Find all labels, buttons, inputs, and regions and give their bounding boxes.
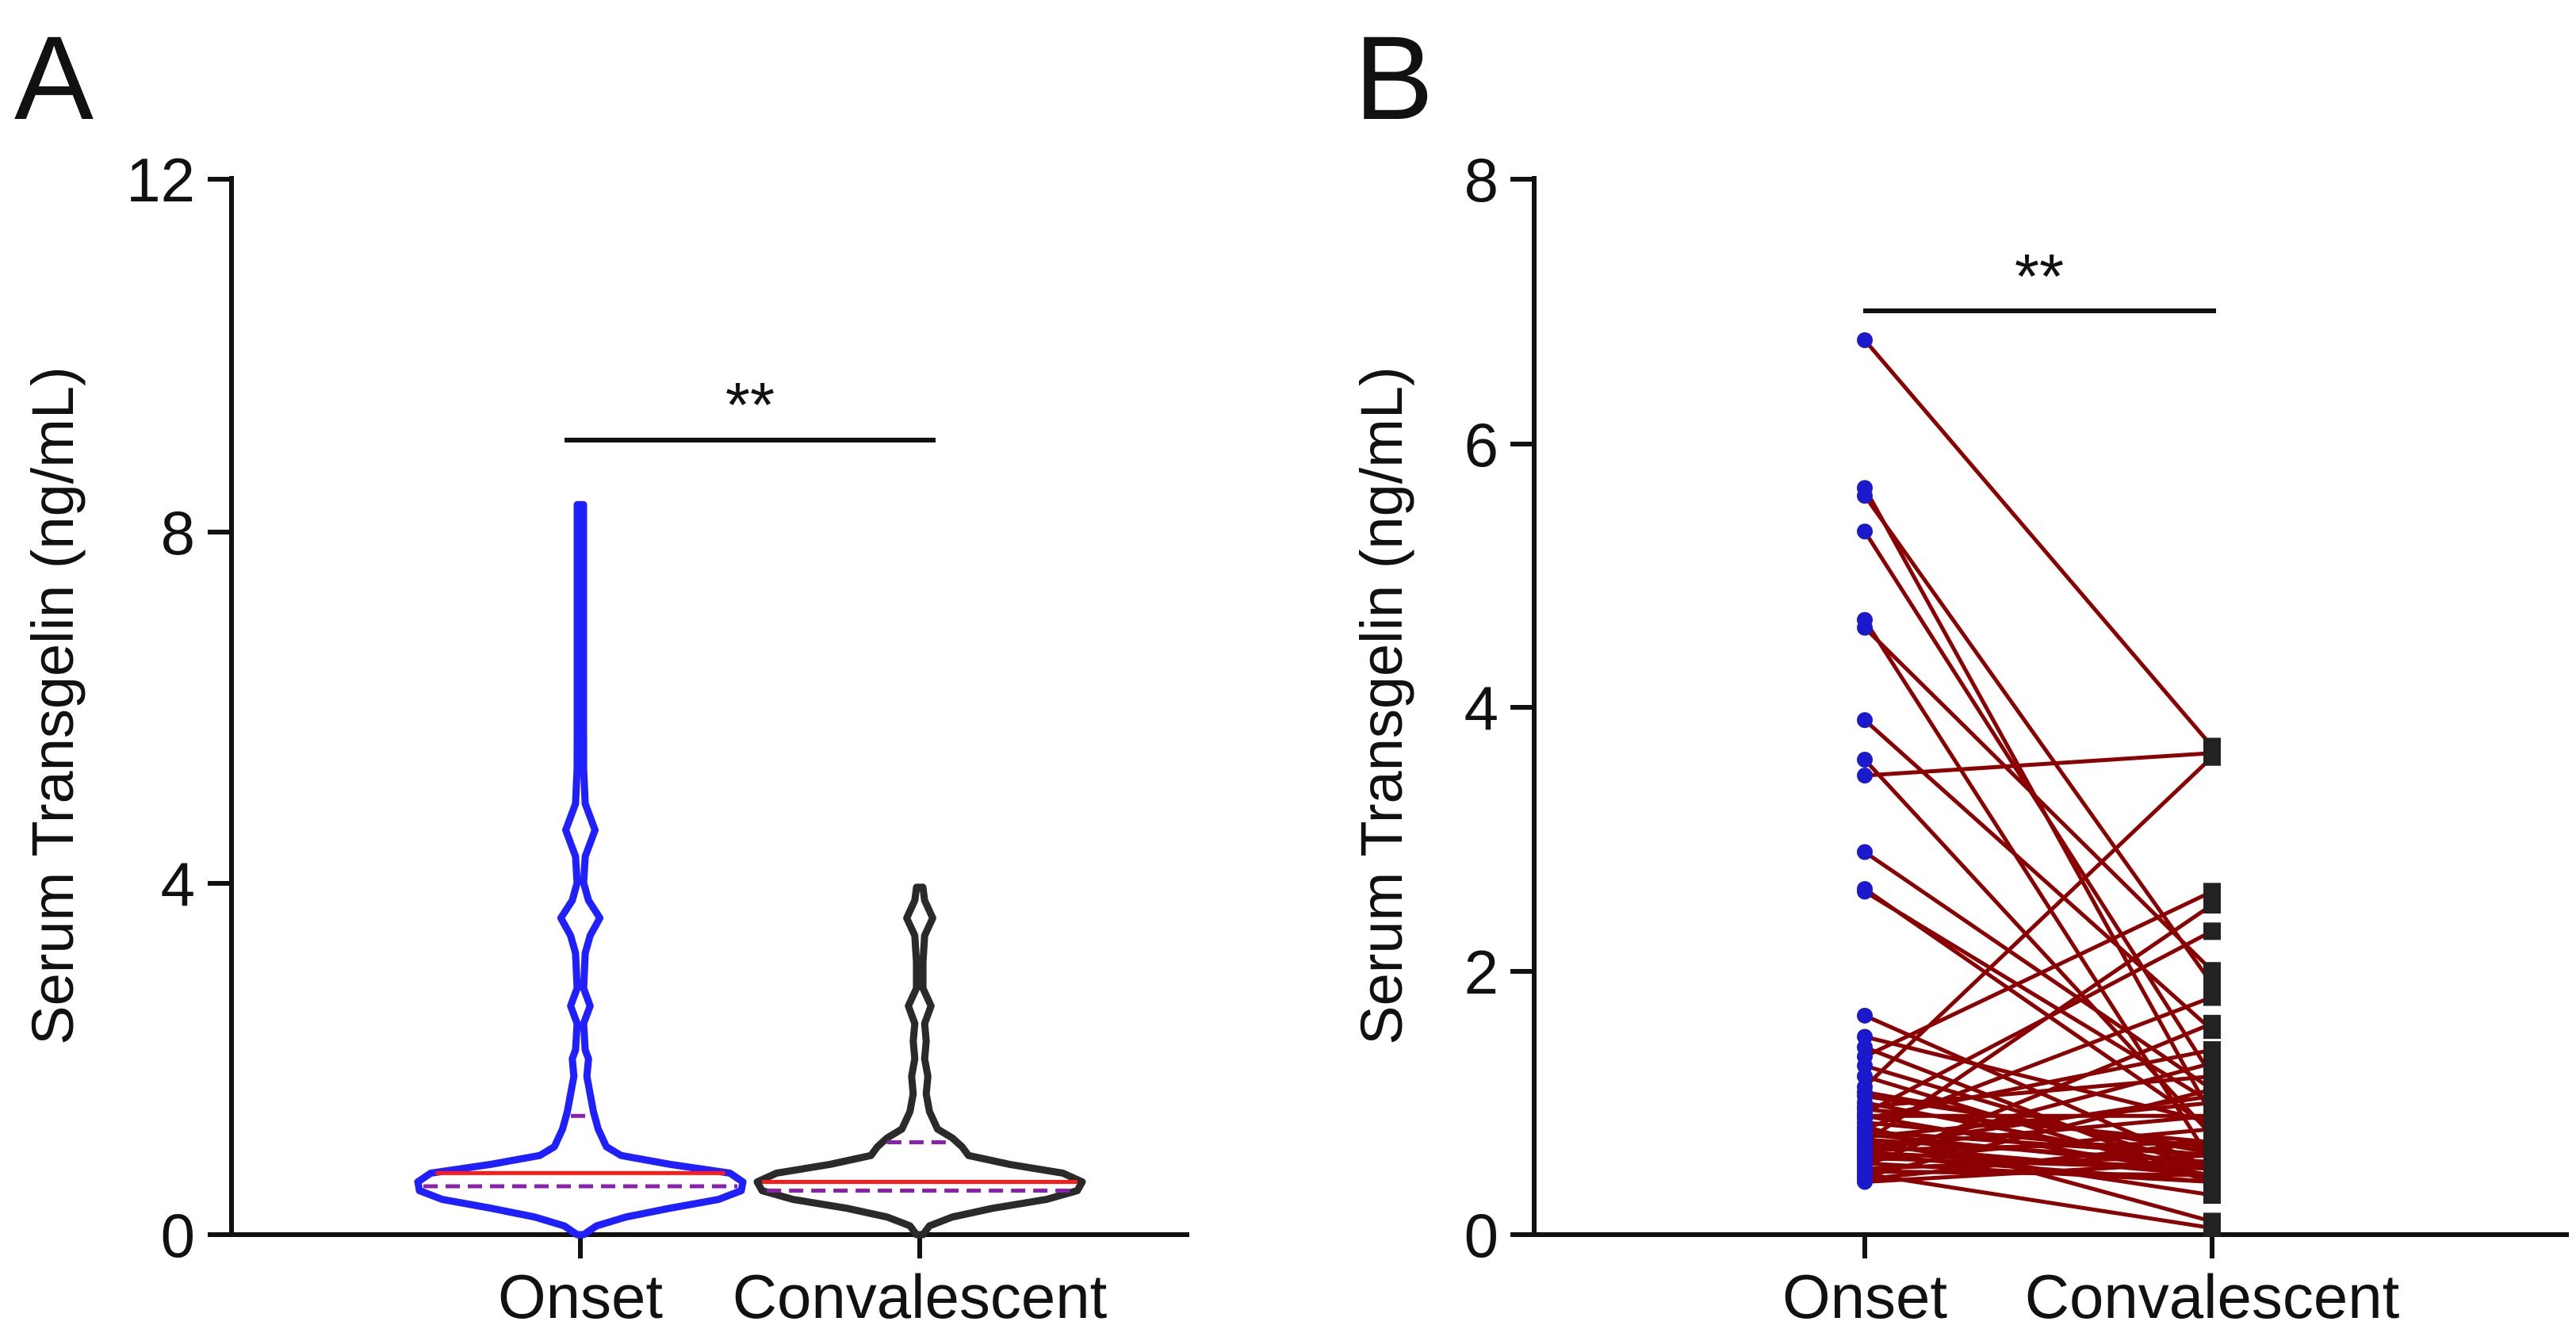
pair-line (1863, 339, 2214, 749)
panel-b-x-axis: Onset Convalescent (1532, 1232, 2569, 1329)
onset-point (1857, 844, 1873, 860)
onset-point (1857, 712, 1873, 729)
convalescent-point (2203, 1173, 2221, 1191)
panel-a-y-tick-label-4: 4 (161, 849, 195, 919)
convalescent-point (2203, 748, 2221, 766)
panel-a-y-axis: 0 4 8 12 Serum Transgelin (ng/mL) (20, 145, 234, 1270)
pair-line (1863, 890, 2214, 1059)
panel-a-y-axis-title: Serum Transgelin (ng/mL) (20, 366, 86, 1044)
pair-line (1863, 758, 2214, 1137)
panel-a-y-tick-label-12: 12 (126, 145, 195, 215)
convalescent-point (2203, 883, 2221, 901)
convalescent-point (2203, 1054, 2221, 1072)
onset-point (1857, 752, 1873, 768)
convalescent-point (2203, 896, 2221, 914)
convalescent-point (2203, 1120, 2221, 1138)
onset-point (1857, 768, 1873, 784)
onset-point (1857, 1108, 1873, 1124)
panel-a-significance: ** (565, 370, 936, 442)
pair-line (1864, 1021, 2213, 1168)
pair-line (1864, 1171, 2213, 1231)
pair-line (1863, 626, 2214, 973)
pair-line (1864, 1140, 2213, 1197)
pair-line (1863, 890, 2214, 1105)
pair-line (1864, 1093, 2213, 1150)
panel-b: B 0 2 4 6 8 Serum Transgelin (ng/mL) Ons… (1349, 11, 2569, 1329)
panel-a: A 0 4 8 12 Serum Transgelin (ng/mL) Onse… (14, 11, 1189, 1329)
onset-point (1857, 523, 1873, 540)
convalescent-point (2203, 962, 2221, 980)
convalescent-point (2203, 975, 2221, 993)
onset-point (1857, 883, 1873, 900)
panel-b-x-label-onset: Onset (1782, 1262, 1947, 1329)
pair-line (1862, 494, 2214, 986)
convalescent-point (2203, 1067, 2221, 1086)
onset-point (1857, 1174, 1873, 1190)
pair-line (1863, 850, 2214, 1092)
pair-line (1863, 718, 2214, 1032)
convalescent-point (2203, 988, 2221, 1006)
panel-a-y-tick-label-0: 0 (161, 1201, 195, 1270)
panel-a-x-label-convalescent: Convalescent (733, 1262, 1108, 1329)
panel-b-pair-lines (1862, 339, 2214, 1231)
violin-convalescent (753, 883, 1086, 1239)
panel-b-significance-label: ** (2015, 241, 2064, 312)
onset-point (1857, 331, 1873, 348)
convalescent-point (2203, 1186, 2221, 1205)
onset-point (1857, 1084, 1873, 1101)
onset-point (1857, 619, 1873, 636)
convalescent-point (2203, 1143, 2221, 1162)
pair-line (1864, 751, 2213, 778)
pair-line (1862, 530, 2214, 1078)
panel-a-x-axis: Onset Convalescent (229, 1232, 1189, 1329)
onset-point (1857, 488, 1873, 504)
onset-point (1857, 1007, 1873, 1024)
panel-b-letter: B (1354, 11, 1433, 144)
pair-line (1863, 755, 2214, 1089)
panel-b-markers (1857, 331, 2221, 1237)
panel-b-y-axis-title: Serum Transgelin (ng/mL) (1349, 366, 1414, 1044)
convalescent-point (2203, 1014, 2221, 1032)
pair-line (1864, 1140, 2213, 1182)
panel-b-y-tick-label-0: 0 (1464, 1201, 1499, 1270)
panel-a-letter: A (14, 11, 94, 144)
panel-b-y-tick-label-4: 4 (1464, 673, 1499, 743)
panel-a-violins (414, 500, 1086, 1239)
violin-onset (414, 500, 747, 1239)
pair-line (1864, 1127, 2213, 1163)
onset-point (1857, 1147, 1873, 1164)
panel-b-y-tick-label-8: 8 (1464, 145, 1499, 215)
convalescent-point (2203, 1041, 2221, 1059)
panel-b-x-label-convalescent: Convalescent (2025, 1262, 2400, 1329)
panel-b-significance: ** (1863, 241, 2216, 313)
pair-line (1864, 1159, 2213, 1184)
panel-b-y-tick-label-6: 6 (1464, 410, 1499, 480)
pair-line (1864, 995, 2213, 1132)
convalescent-point (2203, 1107, 2221, 1125)
panel-a-y-tick-label-8: 8 (161, 498, 195, 568)
convalescent-point (2203, 922, 2221, 940)
panel-b-y-axis: 0 2 4 6 8 Serum Transgelin (ng/mL) (1349, 145, 1537, 1270)
convalescent-point (2203, 1087, 2221, 1105)
panel-b-y-tick-label-2: 2 (1464, 937, 1499, 1007)
onset-point (1857, 1134, 1873, 1151)
panel-a-x-label-onset: Onset (498, 1262, 663, 1329)
convalescent-point (2203, 1219, 2221, 1237)
panel-a-significance-label: ** (725, 370, 775, 440)
